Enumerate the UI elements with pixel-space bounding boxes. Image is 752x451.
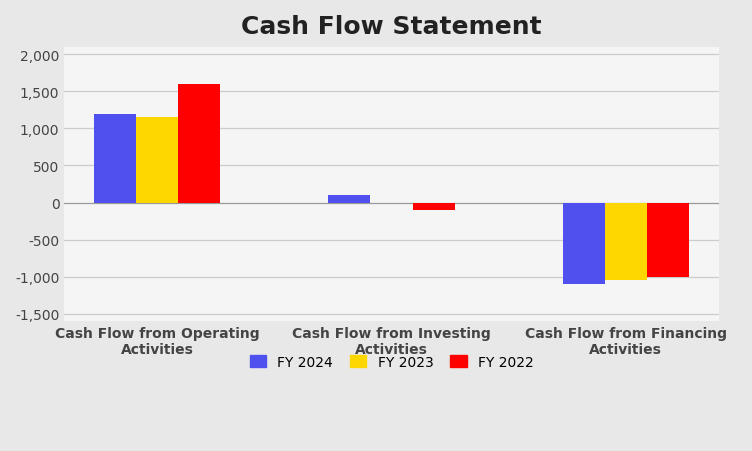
- Bar: [178, 85, 220, 203]
- Title: Cash Flow Statement: Cash Flow Statement: [241, 15, 542, 39]
- Bar: [136, 118, 178, 203]
- Bar: [647, 203, 689, 277]
- Bar: [413, 203, 455, 211]
- Bar: [329, 196, 371, 203]
- Bar: [605, 203, 647, 281]
- Legend: FY 2024, FY 2023, FY 2022: FY 2024, FY 2023, FY 2022: [244, 350, 539, 375]
- Bar: [94, 115, 136, 203]
- Bar: [562, 203, 605, 285]
